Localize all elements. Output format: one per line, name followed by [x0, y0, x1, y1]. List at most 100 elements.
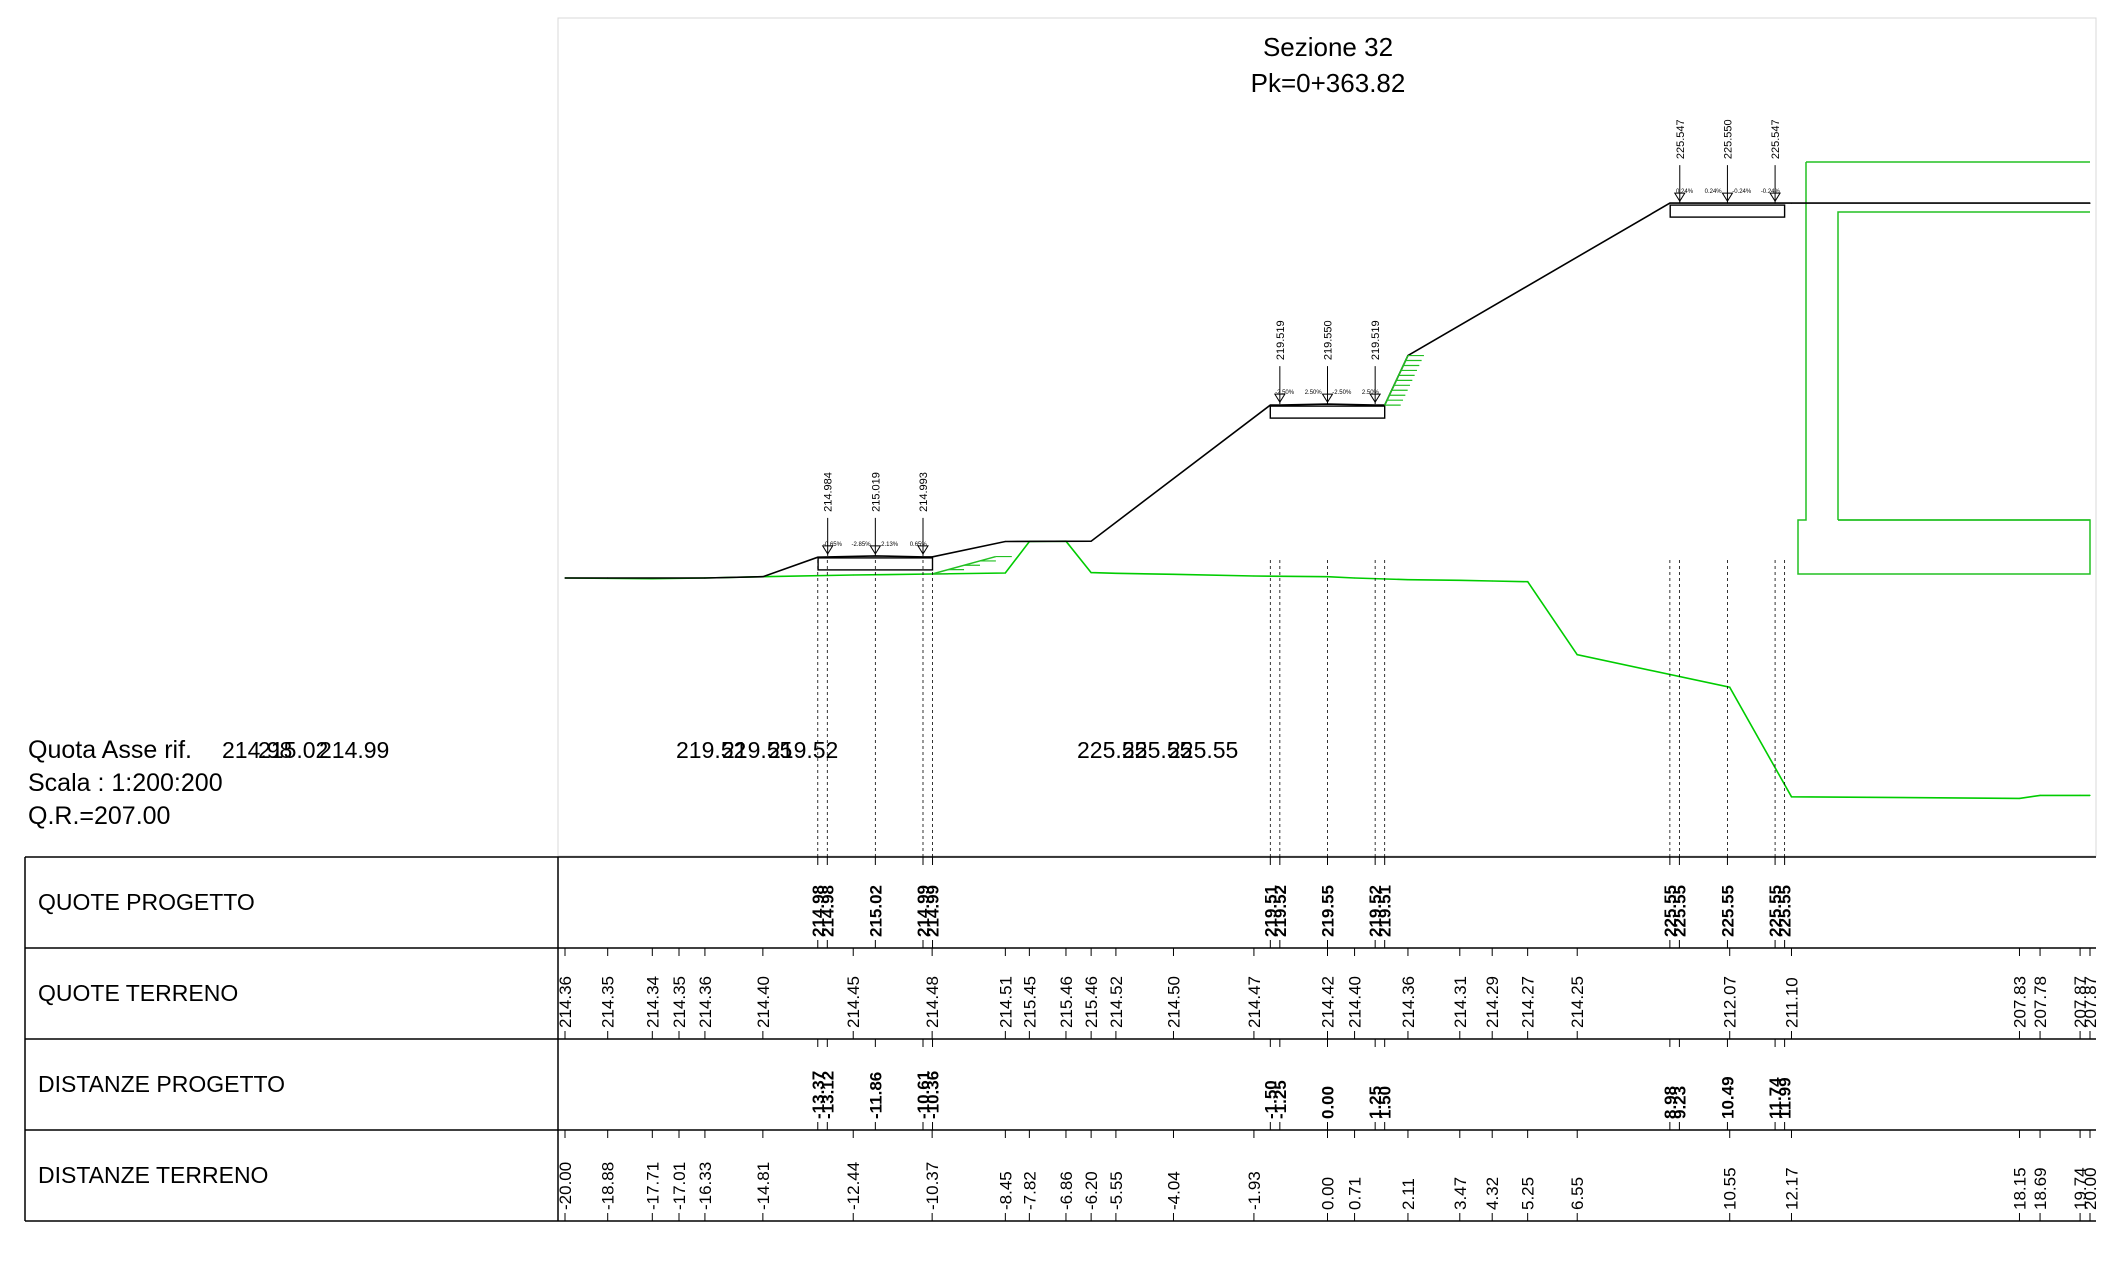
terrain-point — [1004, 572, 1006, 574]
table-value-distanze_terreno: 18.69 — [2031, 1167, 2050, 1210]
table-value-quote_terreno: 207.87 — [2081, 976, 2100, 1028]
road-platforms: 214.984 215.019 214.993 -0.65% -2.85% 2.13% 0.… — [817, 119, 1786, 571]
table-value-quote_terreno: 215.46 — [1057, 976, 1076, 1028]
table-value-distanze_terreno: 18.15 — [2010, 1167, 2029, 1210]
road-arrow — [869, 545, 882, 555]
table-value-distanze_terreno: 20.00 — [2081, 1167, 2100, 1210]
terrain-point — [1407, 579, 1409, 581]
table-value-distanze_progetto: 0.00 — [1319, 1086, 1338, 1119]
table-value-quote_progetto: 225.55 — [1661, 885, 1680, 937]
table-value-quote_terreno: 214.52 — [1107, 976, 1126, 1028]
terrain-point — [1790, 796, 1793, 798]
scale-label: Scala : 1:200:200 — [28, 769, 223, 797]
road-slope-label: -2.85% — [852, 542, 872, 548]
table-value-distanze_terreno: -7.82 — [1020, 1171, 1039, 1210]
row-label-distanze-terreno: DISTANZE TERRENO — [38, 1162, 268, 1188]
table-value-distanze_progetto: 9.23 — [1670, 1086, 1689, 1119]
table-value-quote_terreno: 214.25 — [1568, 976, 1587, 1028]
road-arrow — [1369, 393, 1382, 404]
retaining-structure — [1797, 161, 2091, 575]
terrain-point — [1253, 575, 1255, 577]
road-arrow — [1721, 192, 1734, 203]
table-value-quote_progetto: 214.98 — [818, 885, 837, 937]
terrain-point — [1354, 577, 1356, 579]
table-value-distanze_terreno: -1.93 — [1245, 1171, 1264, 1210]
table-value-quote_terreno: 207.87 — [2071, 976, 2090, 1028]
table-value-distanze_progetto: -1.25 — [1271, 1080, 1290, 1119]
road-arrow — [917, 545, 929, 555]
reference-level-label: Q.R.=207.00 — [28, 802, 170, 830]
road-platform-3 — [1669, 204, 1786, 218]
project-point — [607, 577, 609, 579]
table-value-distanze_progetto: 1.25 — [1366, 1086, 1385, 1119]
road-slope-label: 2.50% — [1362, 390, 1380, 396]
road-platform-2 — [1269, 405, 1386, 419]
terrain-point — [1491, 580, 1493, 582]
table-value-distanze_terreno: 4.32 — [1483, 1177, 1502, 1210]
table-value-distanze_terreno: 19.74 — [2071, 1167, 2090, 1210]
table-value-quote_terreno: 207.78 — [2031, 976, 2050, 1028]
table-value-quote_terreno: 214.35 — [670, 976, 689, 1028]
table-value-quote_terreno: 212.07 — [1721, 976, 1740, 1028]
terrain-point — [1172, 573, 1175, 575]
row-label-quote-terreno: QUOTE TERRENO — [38, 980, 238, 1006]
road-slope-label: -2.50% — [1275, 390, 1295, 396]
road-slope-label: 0.65% — [910, 542, 928, 548]
table-value-quote_terreno: 214.29 — [1483, 976, 1502, 1028]
table-value-distanze_terreno: -5.55 — [1107, 1171, 1126, 1210]
terrain-point — [1576, 654, 1578, 656]
table-value-quote_progetto: 214.98 — [809, 885, 828, 937]
project-point — [762, 576, 764, 578]
table-value-quote_terreno: 215.45 — [1020, 976, 1039, 1028]
project-point — [1090, 540, 1092, 542]
table-value-distanze_terreno: -16.33 — [696, 1162, 715, 1210]
table-value-quote_terreno: 214.40 — [754, 976, 773, 1028]
table-value-quote_terreno: 214.42 — [1319, 976, 1338, 1028]
table-value-quote_terreno: 214.48 — [923, 976, 942, 1028]
axis-group-2-value-2: 219.55 — [722, 737, 792, 763]
terrain-point — [1527, 581, 1529, 583]
table-value-distanze_progetto: -13.37 — [809, 1071, 828, 1119]
embankment-hatch — [931, 354, 1424, 575]
road-slope-label: -2.50% — [1332, 390, 1352, 396]
table-value-distanze_progetto: 11.99 — [1776, 1077, 1795, 1119]
table-value-quote_progetto: 225.55 — [1766, 885, 1785, 937]
table-value-distanze_progetto: 8.98 — [1661, 1086, 1680, 1119]
table-value-quote_progetto: 219.51 — [1376, 885, 1395, 937]
drawing-frame — [557, 17, 2097, 857]
table-value-distanze_terreno: 10.55 — [1721, 1167, 1740, 1210]
project-point — [1004, 540, 1006, 543]
table-value-quote_progetto: 219.52 — [1271, 885, 1290, 937]
terrain-point — [2039, 794, 2041, 797]
table-value-distanze_terreno: -17.01 — [670, 1162, 689, 1210]
table-value-quote_terreno: 214.45 — [844, 976, 863, 1028]
quota-asse-label: Quota Asse rif. — [28, 736, 192, 764]
table-value-quote_terreno: 214.40 — [1346, 976, 1365, 1028]
axis-group-3-value-3: 225.55 — [1168, 737, 1238, 763]
project-point — [1790, 202, 1793, 204]
table-value-quote_terreno: 214.47 — [1245, 976, 1264, 1028]
terrain-point — [1115, 572, 1117, 574]
table-value-quote_terreno: 214.50 — [1164, 976, 1183, 1028]
table-value-quote_terreno: 214.27 — [1519, 976, 1538, 1028]
road-arrow — [1321, 393, 1334, 404]
table-value-quote_progetto: 215.02 — [866, 885, 885, 937]
terrain-point — [852, 574, 854, 576]
table-value-quote_progetto: 225.55 — [1670, 885, 1689, 937]
project-point — [704, 577, 706, 579]
road-slope-label: -0.24% — [1761, 189, 1781, 195]
terrain-point — [1459, 579, 1461, 581]
table-value-quote_progetto: 225.55 — [1718, 885, 1737, 937]
axis-group-3-value-1: 225.55 — [1077, 737, 1147, 763]
row-label-quote-progetto: QUOTE PROGETTO — [38, 889, 255, 915]
reference-dashed-lines — [817, 560, 1786, 857]
table-value-distanze_progetto: 10.49 — [1718, 1076, 1737, 1119]
road-arrow — [1273, 393, 1286, 404]
table-value-distanze_terreno: 12.17 — [1782, 1167, 1801, 1210]
table-value-quote_terreno: 215.46 — [1082, 976, 1101, 1028]
axis-group-2-value-3: 219.52 — [768, 737, 838, 763]
table-value-distanze_terreno: -12.44 — [844, 1162, 863, 1210]
quota-asse-value-1: 214.98 — [222, 737, 292, 763]
road-slope-label: -0.24% — [1732, 189, 1752, 195]
